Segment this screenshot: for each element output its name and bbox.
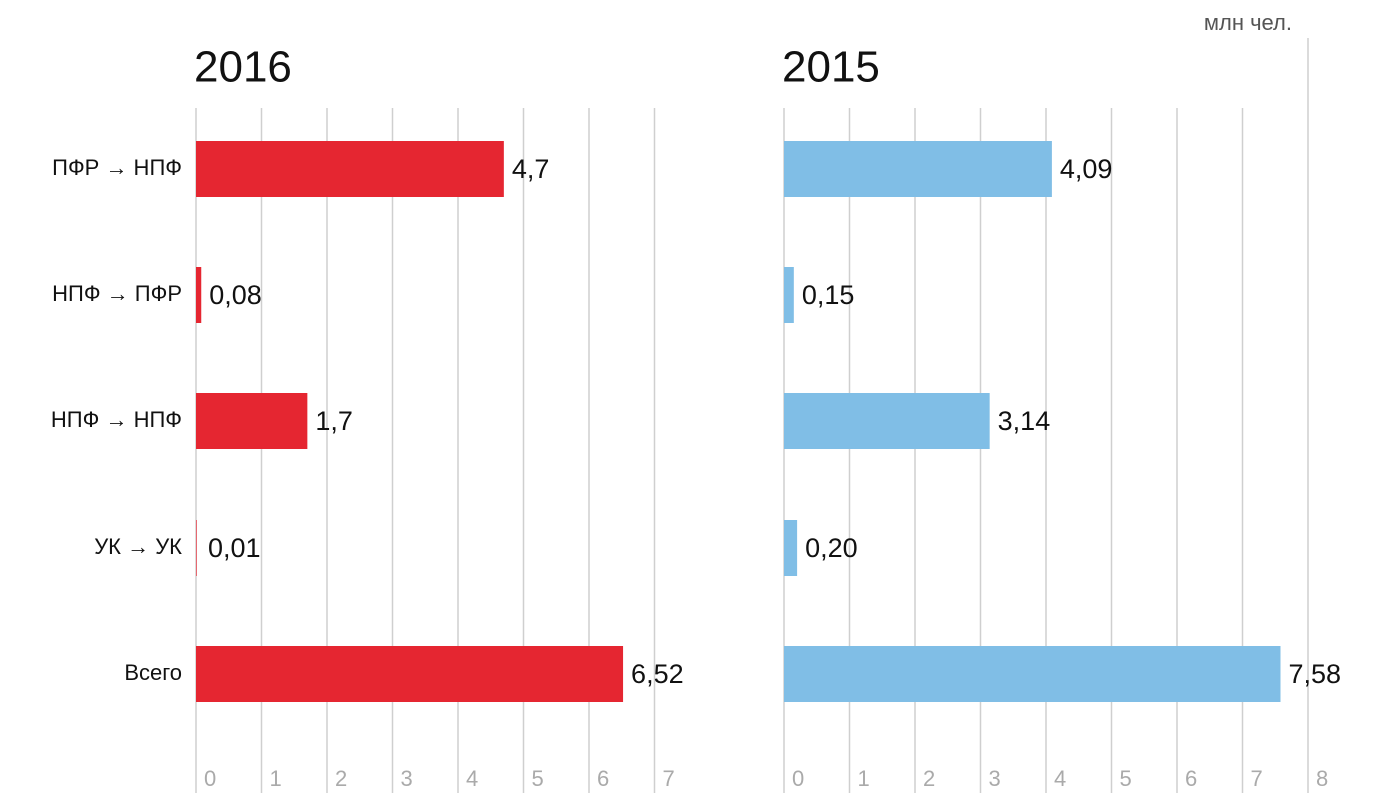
- value-label: 4,7: [512, 154, 550, 184]
- bar: [196, 141, 504, 197]
- x-tick-label: 8: [1316, 766, 1328, 791]
- bar: [784, 267, 794, 323]
- x-tick-label: 0: [792, 766, 804, 791]
- x-tick-label: 6: [1185, 766, 1197, 791]
- bar: [784, 520, 798, 576]
- category-label: Всего: [124, 660, 182, 685]
- bar: [196, 393, 308, 449]
- bar: [784, 141, 1052, 197]
- category-label: УК → УК: [94, 534, 182, 559]
- x-tick-label: 7: [663, 766, 675, 791]
- value-label: 1,7: [315, 406, 353, 436]
- x-tick-label: 2: [923, 766, 935, 791]
- x-tick-label: 1: [270, 766, 282, 791]
- bar: [196, 646, 624, 702]
- value-label: 0,08: [209, 280, 262, 310]
- x-tick-label: 5: [532, 766, 544, 791]
- category-label: ПФР → НПФ: [52, 155, 182, 180]
- x-tick-label: 5: [1120, 766, 1132, 791]
- value-label: 6,52: [631, 659, 684, 689]
- chart-title: 2015: [782, 43, 880, 92]
- category-label: НПФ → ПФР: [52, 281, 182, 306]
- x-tick-label: 3: [401, 766, 413, 791]
- x-tick-label: 7: [1251, 766, 1263, 791]
- x-tick-label: 2: [335, 766, 347, 791]
- value-label: 7,58: [1288, 659, 1341, 689]
- category-label: НПФ → НПФ: [51, 407, 182, 432]
- x-tick-label: 0: [204, 766, 216, 791]
- unit-label: млн чел.: [1204, 10, 1292, 35]
- bar: [784, 393, 990, 449]
- bar: [196, 267, 202, 323]
- value-label: 0,01: [208, 533, 261, 563]
- chart-title: 2016: [194, 43, 292, 92]
- bar: [784, 646, 1281, 702]
- x-tick-label: 6: [597, 766, 609, 791]
- x-tick-label: 4: [1054, 766, 1066, 791]
- value-label: 3,14: [998, 406, 1051, 436]
- value-label: 0,20: [805, 533, 858, 563]
- value-label: 4,09: [1060, 154, 1113, 184]
- bar: [196, 520, 197, 576]
- value-label: 0,15: [802, 280, 855, 310]
- x-tick-label: 3: [989, 766, 1001, 791]
- x-tick-label: 1: [858, 766, 870, 791]
- x-tick-label: 4: [466, 766, 478, 791]
